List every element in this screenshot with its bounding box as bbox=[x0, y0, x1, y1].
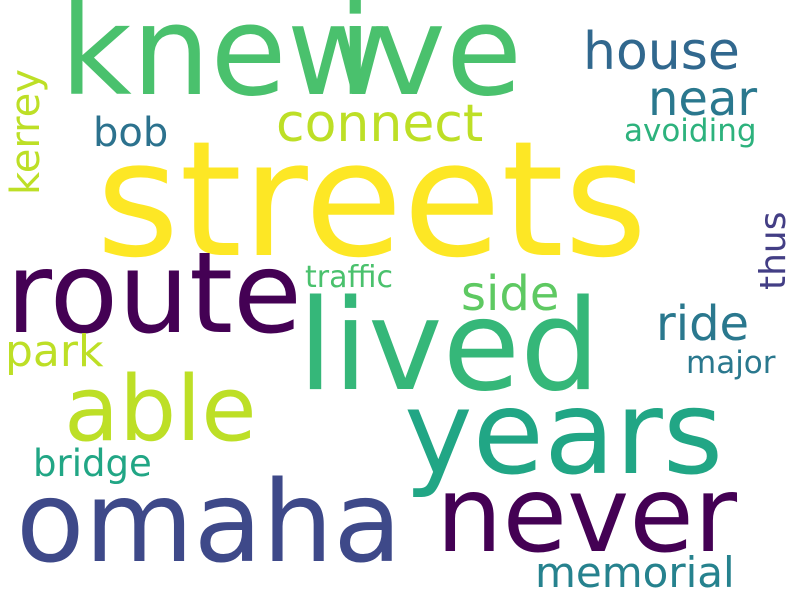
word-house: house bbox=[583, 22, 740, 82]
word-never: never bbox=[436, 454, 738, 576]
word-ive: ive bbox=[338, 0, 523, 124]
word-park: park bbox=[5, 326, 104, 377]
word-omaha: omaha bbox=[16, 458, 402, 588]
word-lived: lived bbox=[298, 272, 601, 419]
word-major: major bbox=[686, 345, 776, 381]
word-knew: knew bbox=[60, 0, 389, 124]
word-bridge: bridge bbox=[33, 442, 152, 485]
word-streets: streets bbox=[96, 106, 648, 293]
word-avoiding: avoiding bbox=[624, 113, 757, 149]
word-ride: ride bbox=[656, 296, 750, 352]
word-able: able bbox=[64, 357, 257, 462]
word-near: near bbox=[648, 71, 758, 127]
word-side: side bbox=[461, 266, 560, 322]
word-connect: connect bbox=[276, 94, 484, 154]
word-years: years bbox=[404, 366, 724, 501]
word-memorial: memorial bbox=[535, 548, 735, 597]
word-traffic: traffic bbox=[305, 260, 393, 295]
word-bob: bob bbox=[93, 110, 169, 156]
word-route: route bbox=[6, 229, 302, 359]
word-thus: thus bbox=[753, 211, 794, 290]
word-kerrey: kerrey bbox=[3, 69, 49, 195]
